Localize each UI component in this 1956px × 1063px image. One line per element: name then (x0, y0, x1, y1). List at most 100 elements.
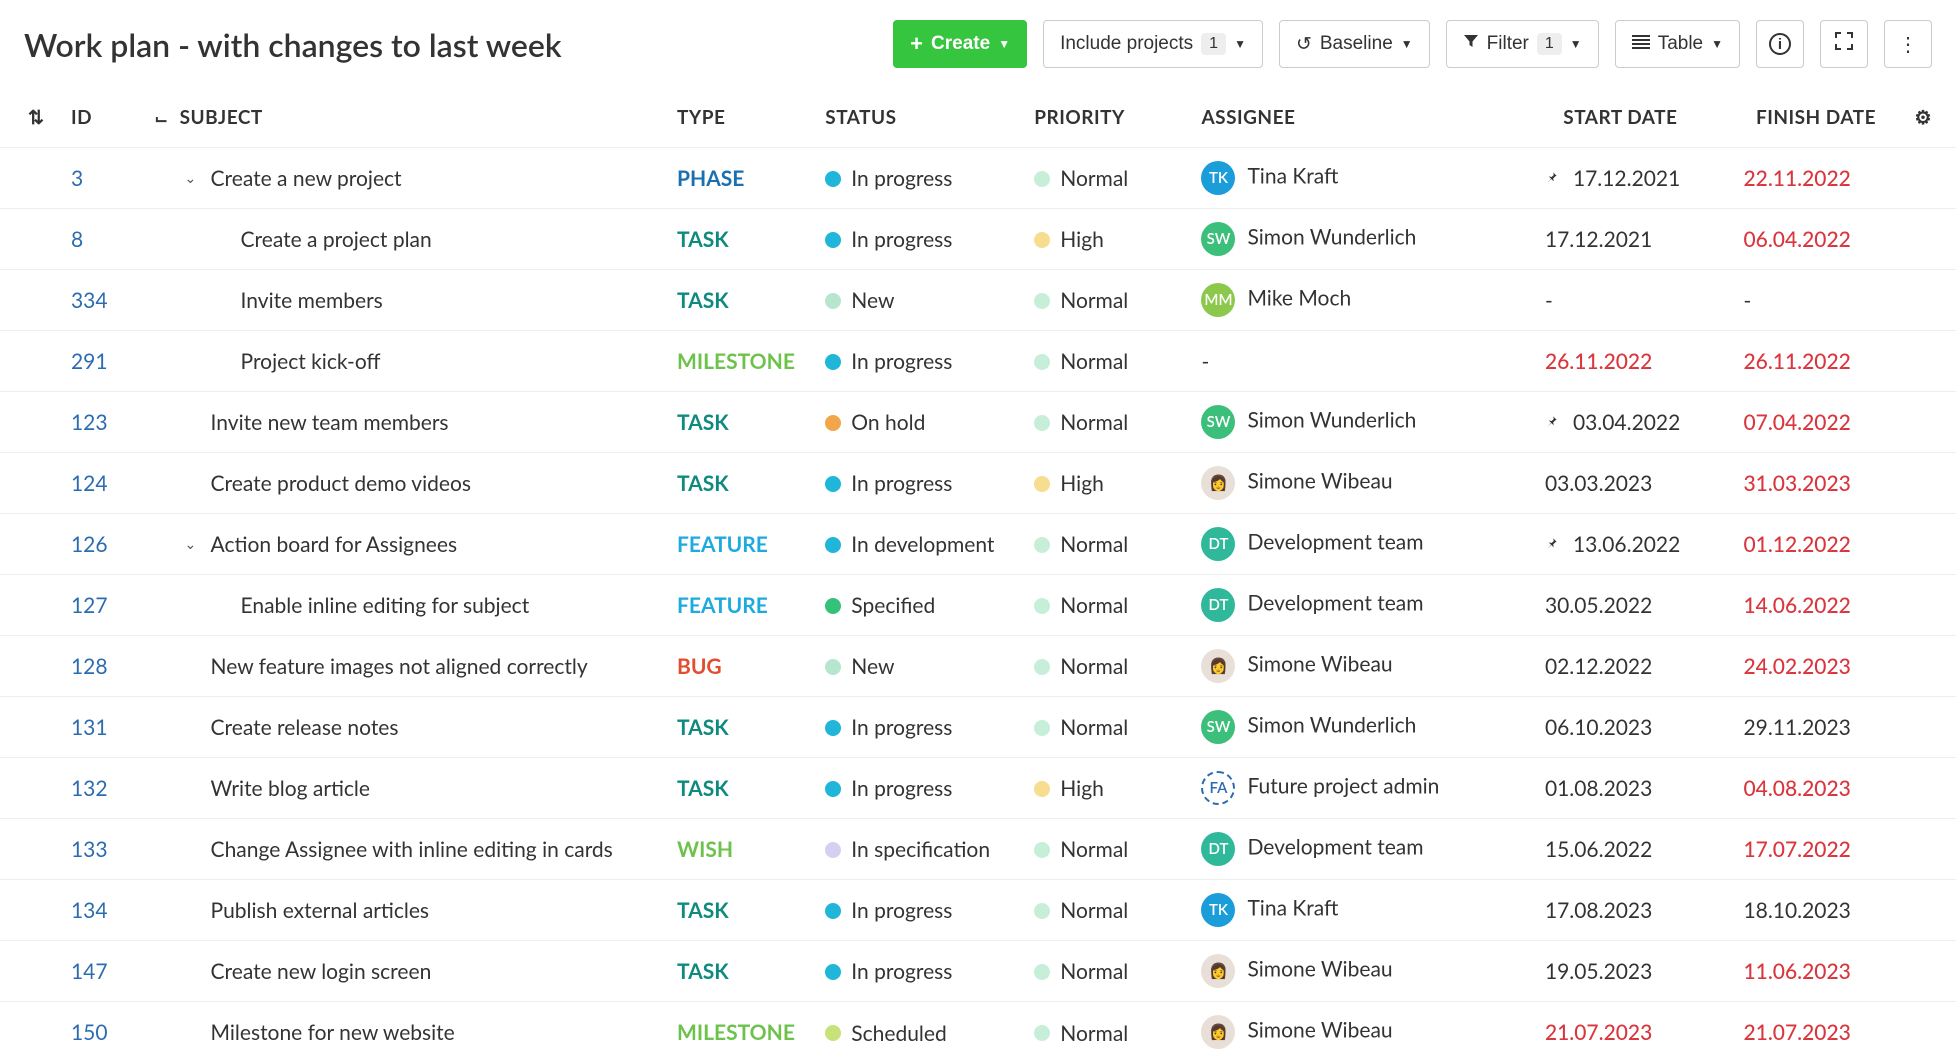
id-cell[interactable]: 291 (59, 331, 143, 392)
subject-cell[interactable]: Publish external articles (143, 880, 665, 941)
table-row[interactable]: 127Enable inline editing for subjectFEAT… (0, 575, 1956, 636)
start-date-cell[interactable]: 01.08.2023 (1503, 758, 1702, 819)
subject-cell[interactable]: Invite members (143, 270, 665, 331)
id-link[interactable]: 8 (71, 227, 83, 252)
assignee-cell[interactable]: SWSimon Wunderlich (1189, 392, 1502, 453)
id-cell[interactable]: 128 (59, 636, 143, 697)
status-cell[interactable]: In progress (813, 331, 1022, 392)
id-cell[interactable]: 133 (59, 819, 143, 880)
id-link[interactable]: 150 (71, 1020, 108, 1045)
create-button[interactable]: + Create ▼ (893, 20, 1027, 68)
id-link[interactable]: 133 (71, 837, 108, 862)
id-link[interactable]: 132 (71, 776, 108, 801)
start-date-cell[interactable]: 26.11.2022 (1503, 331, 1702, 392)
baseline-button[interactable]: ↺ Baseline ▼ (1279, 20, 1430, 68)
start-date-cell[interactable]: 17.12.2021 (1503, 148, 1702, 209)
finish-date-cell[interactable]: 18.10.2023 (1701, 880, 1900, 941)
subject-cell[interactable]: ⌄Action board for Assignees (143, 514, 665, 575)
drag-handle-cell[interactable] (0, 758, 59, 819)
include-projects-button[interactable]: Include projects 1 ▼ (1043, 20, 1263, 68)
id-cell[interactable]: 131 (59, 697, 143, 758)
status-cell[interactable]: On hold (813, 392, 1022, 453)
subject-cell[interactable]: Project kick-off (143, 331, 665, 392)
subject-cell[interactable]: Write blog article (143, 758, 665, 819)
priority-cell[interactable]: High (1022, 758, 1189, 819)
finish-date-cell[interactable]: 22.11.2022 (1701, 148, 1900, 209)
status-cell[interactable]: In progress (813, 941, 1022, 1002)
subject-cell[interactable]: Invite new team members (143, 392, 665, 453)
priority-cell[interactable]: Normal (1022, 392, 1189, 453)
id-cell[interactable]: 126 (59, 514, 143, 575)
start-date-cell[interactable]: 06.10.2023 (1503, 697, 1702, 758)
finish-date-cell[interactable]: 29.11.2023 (1701, 697, 1900, 758)
assignee-cell[interactable]: 👩Simone Wibeau (1189, 453, 1502, 514)
table-row[interactable]: 128New feature images not aligned correc… (0, 636, 1956, 697)
id-cell[interactable]: 334 (59, 270, 143, 331)
table-row[interactable]: 3⌄Create a new projectPHASEIn progressNo… (0, 148, 1956, 209)
assignee-cell[interactable]: 👩Simone Wibeau (1189, 636, 1502, 697)
drag-handle-cell[interactable] (0, 453, 59, 514)
priority-cell[interactable]: Normal (1022, 941, 1189, 1002)
start-date-cell[interactable]: 19.05.2023 (1503, 941, 1702, 1002)
priority-cell[interactable]: Normal (1022, 1002, 1189, 1063)
status-cell[interactable]: New (813, 636, 1022, 697)
table-row[interactable]: 133Change Assignee with inline editing i… (0, 819, 1956, 880)
table-row[interactable]: 150Milestone for new websiteMILESTONESch… (0, 1002, 1956, 1063)
finish-date-cell[interactable]: - (1701, 270, 1900, 331)
status-cell[interactable]: In progress (813, 453, 1022, 514)
drag-handle-cell[interactable] (0, 819, 59, 880)
table-row[interactable]: 124Create product demo videosTASKIn prog… (0, 453, 1956, 514)
priority-cell[interactable]: Normal (1022, 148, 1189, 209)
id-link[interactable]: 126 (71, 532, 108, 557)
expand-icon[interactable]: ⌄ (185, 169, 201, 187)
id-cell[interactable]: 124 (59, 453, 143, 514)
id-cell[interactable]: 123 (59, 392, 143, 453)
assignee-cell[interactable]: 👩Simone Wibeau (1189, 941, 1502, 1002)
view-switcher[interactable]: Table ▼ (1615, 20, 1740, 68)
start-date-cell[interactable]: 13.06.2022 (1503, 514, 1702, 575)
settings-column[interactable]: ⚙ (1900, 88, 1956, 148)
assignee-cell[interactable]: SWSimon Wunderlich (1189, 697, 1502, 758)
status-cell[interactable]: Specified (813, 575, 1022, 636)
table-row[interactable]: 126⌄Action board for AssigneesFEATUREIn … (0, 514, 1956, 575)
finish-date-cell[interactable]: 21.07.2023 (1701, 1002, 1900, 1063)
table-row[interactable]: 8Create a project planTASKIn progressHig… (0, 209, 1956, 270)
id-link[interactable]: 334 (71, 288, 108, 313)
subject-cell[interactable]: New feature images not aligned correctly (143, 636, 665, 697)
id-cell[interactable]: 3 (59, 148, 143, 209)
id-link[interactable]: 124 (71, 471, 108, 496)
drag-handle-cell[interactable] (0, 148, 59, 209)
assignee-cell[interactable]: 👩Simone Wibeau (1189, 1002, 1502, 1063)
finish-date-cell[interactable]: 01.12.2022 (1701, 514, 1900, 575)
id-link[interactable]: 134 (71, 898, 108, 923)
assignee-cell[interactable]: TKTina Kraft (1189, 148, 1502, 209)
assignee-cell[interactable]: FAFuture project admin (1189, 758, 1502, 819)
id-link[interactable]: 147 (71, 959, 108, 984)
subject-cell[interactable]: Create product demo videos (143, 453, 665, 514)
id-column-header[interactable]: ID (59, 88, 143, 148)
assignee-cell[interactable]: TKTina Kraft (1189, 880, 1502, 941)
finish-column-header[interactable]: FINISH DATE (1701, 88, 1900, 148)
id-cell[interactable]: 134 (59, 880, 143, 941)
start-date-cell[interactable]: 30.05.2022 (1503, 575, 1702, 636)
subject-cell[interactable]: Create release notes (143, 697, 665, 758)
drag-handle-cell[interactable] (0, 514, 59, 575)
priority-cell[interactable]: Normal (1022, 880, 1189, 941)
subject-cell[interactable]: Milestone for new website (143, 1002, 665, 1063)
finish-date-cell[interactable]: 14.06.2022 (1701, 575, 1900, 636)
priority-cell[interactable]: Normal (1022, 270, 1189, 331)
start-date-cell[interactable]: 21.07.2023 (1503, 1002, 1702, 1063)
start-column-header[interactable]: START DATE (1503, 88, 1702, 148)
status-column-header[interactable]: STATUS (813, 88, 1022, 148)
id-cell[interactable]: 127 (59, 575, 143, 636)
type-column-header[interactable]: TYPE (665, 88, 813, 148)
assignee-cell[interactable]: SWSimon Wunderlich (1189, 209, 1502, 270)
expand-icon[interactable]: ⌄ (185, 535, 201, 553)
drag-handle-cell[interactable] (0, 575, 59, 636)
priority-cell[interactable]: Normal (1022, 697, 1189, 758)
drag-handle-cell[interactable] (0, 880, 59, 941)
fullscreen-button[interactable] (1820, 20, 1868, 68)
assignee-cell[interactable]: DTDevelopment team (1189, 819, 1502, 880)
status-cell[interactable]: In progress (813, 697, 1022, 758)
table-row[interactable]: 132Write blog articleTASKIn progressHigh… (0, 758, 1956, 819)
